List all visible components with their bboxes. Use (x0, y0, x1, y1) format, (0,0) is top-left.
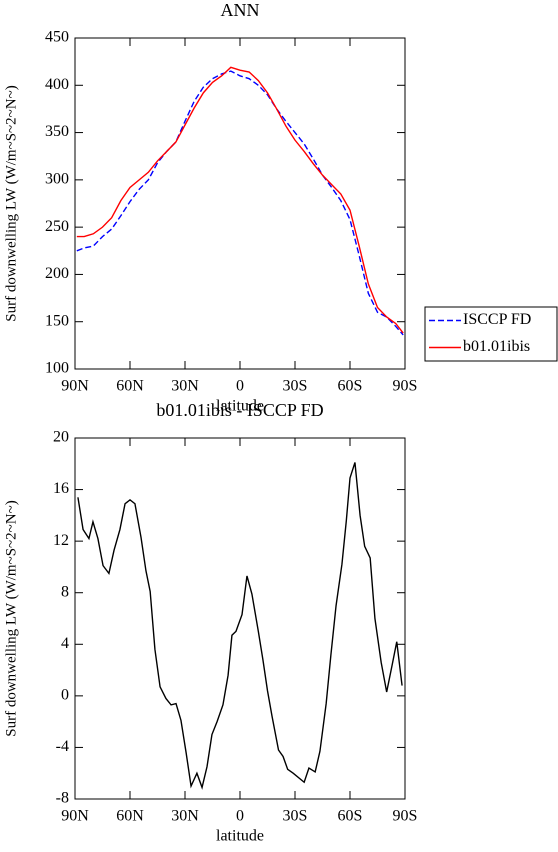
x-tick-label: 30S (283, 808, 308, 825)
y-tick-label: 250 (45, 218, 69, 235)
data-line (77, 462, 403, 790)
y-tick-label: 400 (45, 76, 69, 93)
x-tick-label: 0 (236, 378, 244, 395)
y-tick-label: -4 (56, 738, 69, 755)
x-tick-label: 60N (116, 378, 144, 395)
x-axis-label: latitude (216, 398, 264, 415)
y-tick-label: 4 (61, 635, 69, 652)
x-tick-label: 0 (236, 808, 244, 825)
legend-box (424, 306, 558, 362)
x-tick-label: 90S (393, 808, 418, 825)
x-tick-label: 90N (61, 378, 89, 395)
legend-label: b01.01ibis (463, 338, 530, 355)
plot-frame (74, 37, 406, 370)
y-tick-label: 8 (61, 583, 69, 600)
x-tick-label: 30N (171, 378, 199, 395)
y-axis-label: Surf downwelling LW (W/m~S~2~N~) (3, 85, 19, 321)
x-tick-label: 30N (171, 808, 199, 825)
y-tick-label: 200 (45, 265, 69, 282)
y-tick-label: 16 (53, 480, 69, 497)
y-tick-label: 450 (45, 29, 69, 46)
x-axis-label: latitude (216, 828, 264, 845)
x-tick-label: 90S (393, 378, 418, 395)
y-tick-label: -8 (56, 790, 69, 807)
y-tick-label: 20 (53, 429, 69, 446)
x-tick-label: 60S (338, 378, 363, 395)
y-axis-label: Surf downwelling LW (W/m~S~2~N~) (3, 500, 19, 736)
x-tick-label: 60N (116, 808, 144, 825)
y-tick-label: 12 (53, 532, 69, 549)
data-line (76, 70, 404, 336)
x-tick-label: 90N (61, 808, 89, 825)
x-tick-label: 60S (338, 808, 363, 825)
legend-label: ISCCP FD (463, 311, 531, 328)
x-tick-label: 30S (283, 378, 308, 395)
y-tick-label: 100 (45, 360, 69, 377)
y-tick-label: 350 (45, 123, 69, 140)
data-line (76, 66, 404, 334)
chart-title: ANN (221, 0, 260, 20)
y-tick-label: 300 (45, 171, 69, 188)
y-tick-label: 150 (45, 312, 69, 329)
plot-frame (74, 437, 406, 800)
chart-title: b01.01ibis - ISCCP FD (156, 400, 323, 420)
y-tick-label: 0 (61, 687, 69, 704)
